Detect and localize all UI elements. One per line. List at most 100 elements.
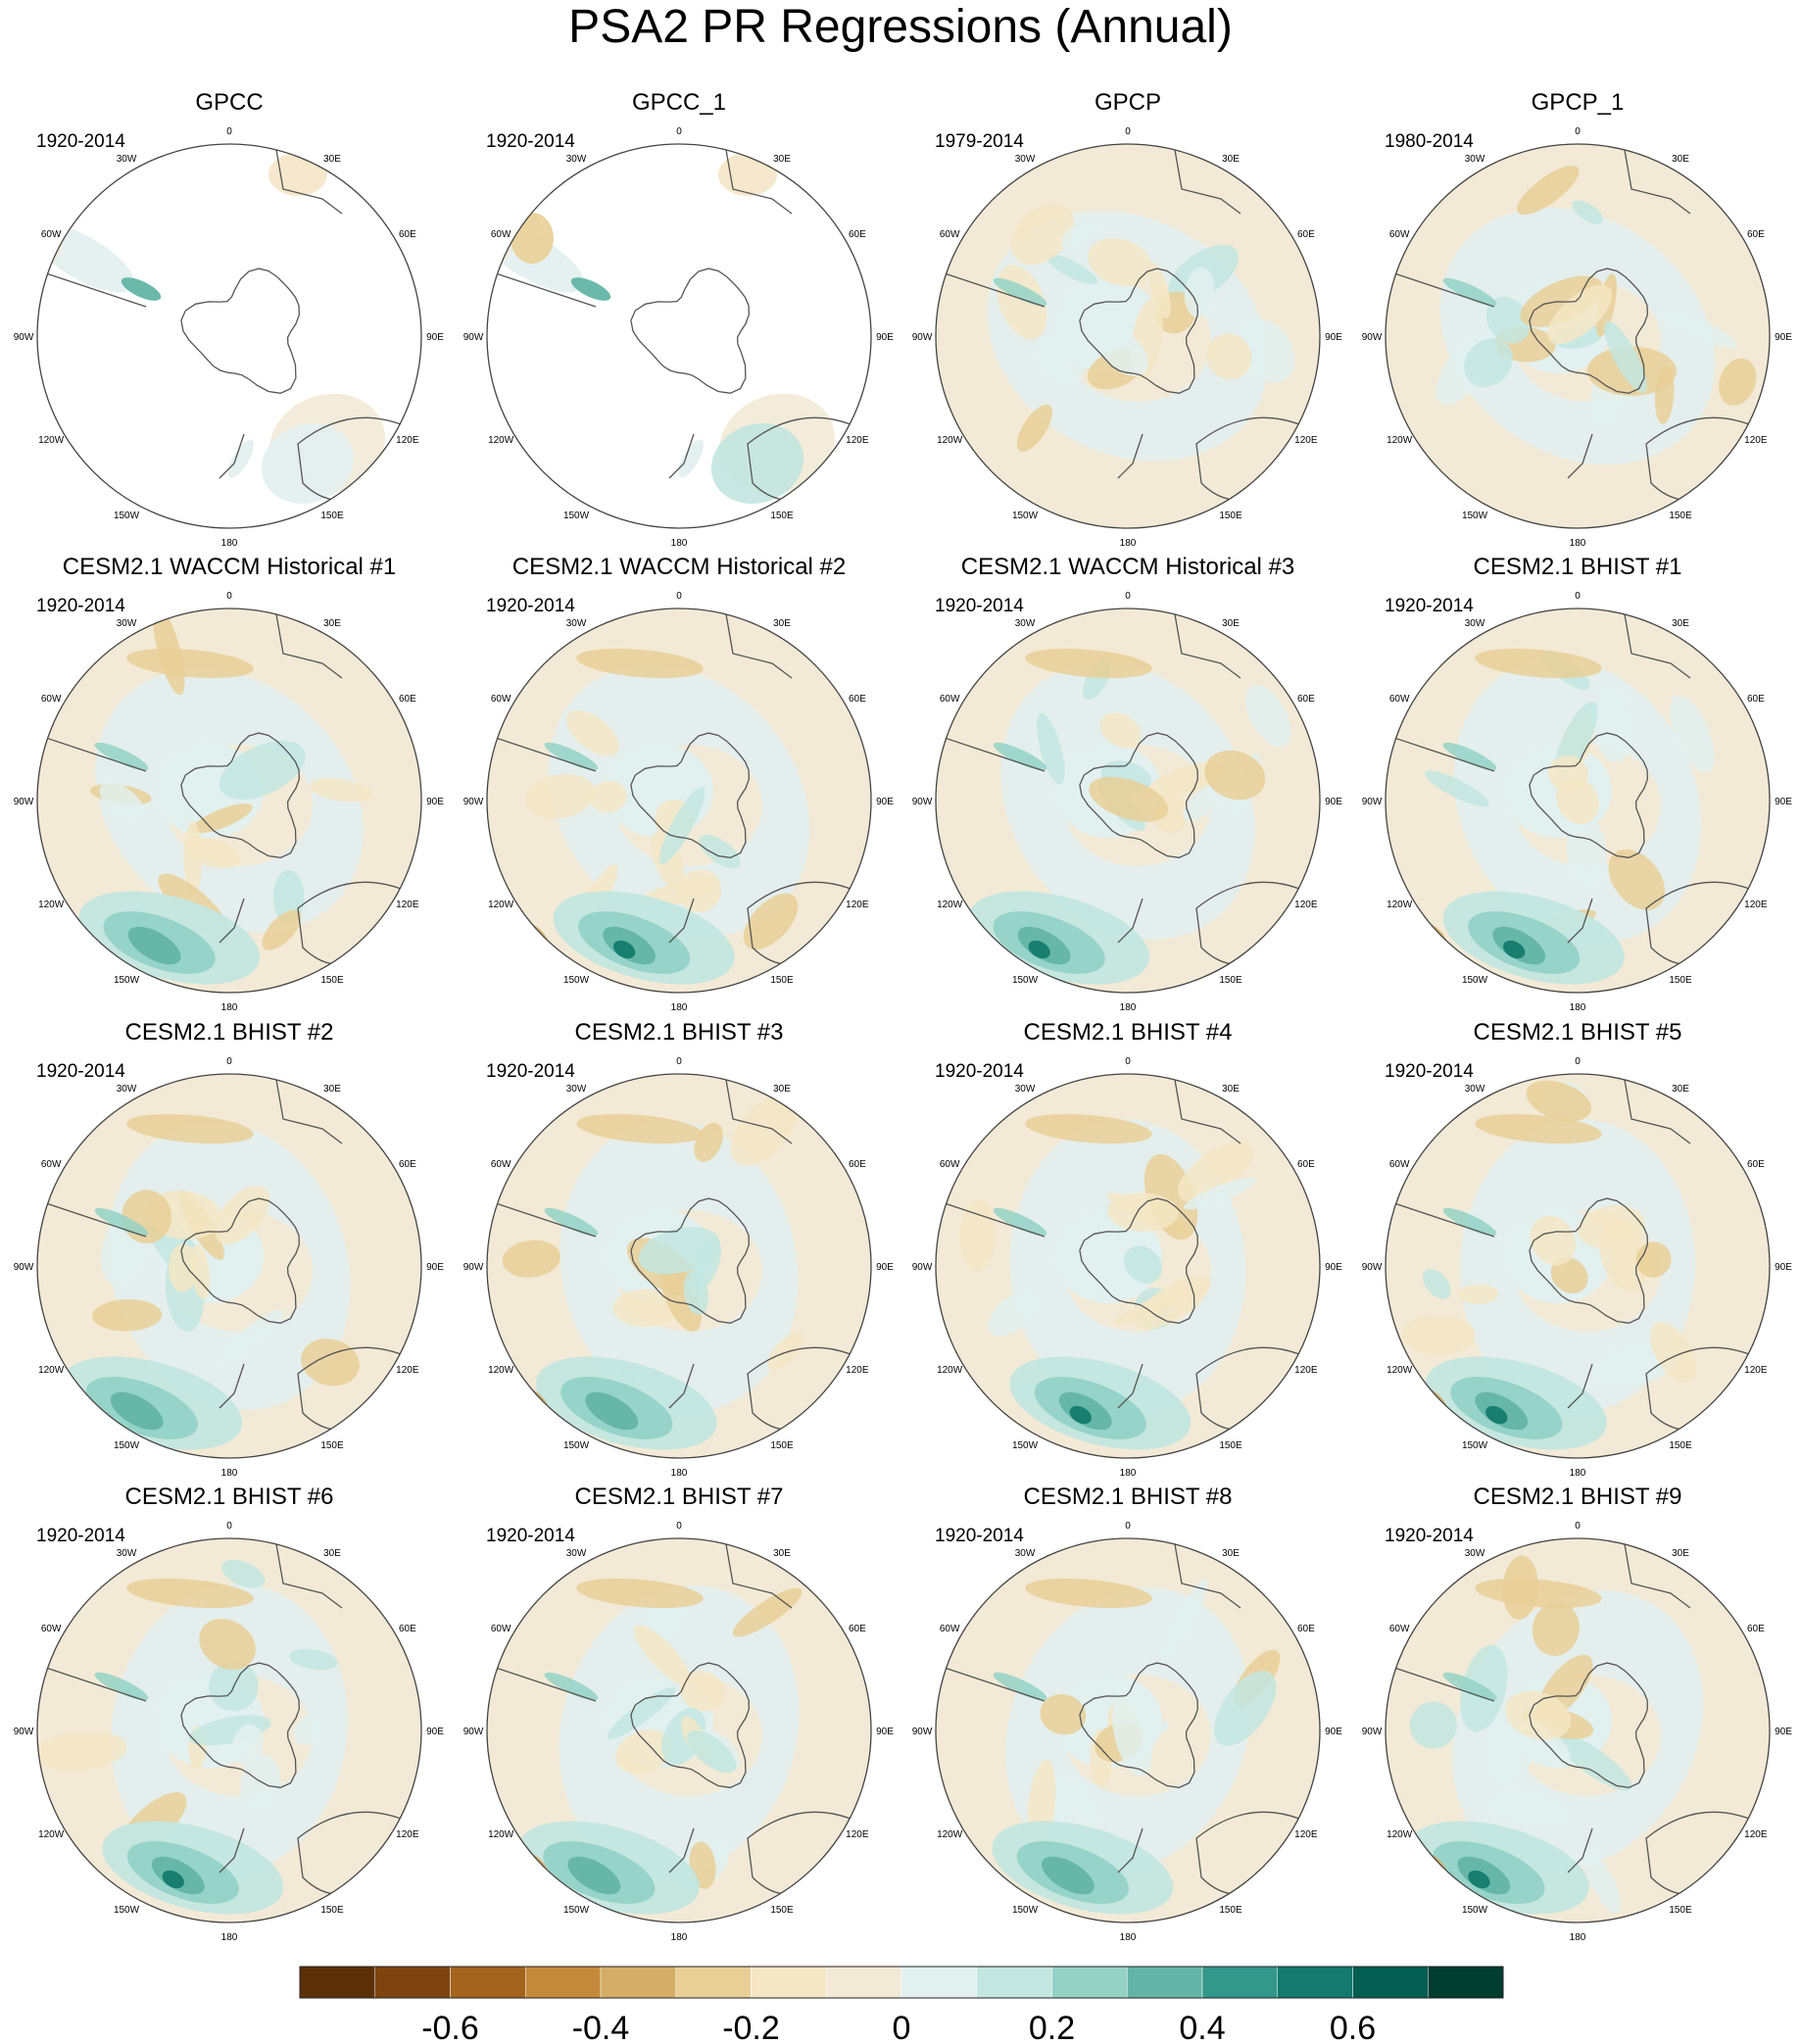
- panel-period: 1920-2014: [36, 1061, 125, 1082]
- shading-patch: [1424, 770, 1489, 807]
- shading-patch: [1028, 940, 1050, 959]
- shading-patch: [732, 1587, 803, 1637]
- lon-label: 30E: [773, 618, 791, 629]
- lon-label: 60W: [1389, 1624, 1410, 1634]
- shading-patch: [185, 838, 241, 869]
- africa-coastline: [1174, 1079, 1241, 1144]
- lon-label: 90W: [912, 332, 933, 343]
- shading-patch: [1485, 296, 1531, 344]
- south-america-coastline: [1390, 1666, 1495, 1702]
- shading-patch: [607, 1686, 676, 1739]
- lon-label: 180: [671, 1932, 688, 1943]
- colorbar-swatch: [1277, 1966, 1353, 1999]
- lon-label: 0: [1575, 126, 1581, 137]
- colorbar-swatch: [1352, 1966, 1429, 1999]
- shading-patch: [993, 742, 1047, 771]
- colorbar-frame: [299, 1966, 1504, 1999]
- antarctica-coastline: [630, 1197, 750, 1324]
- antarctica-coastline: [1529, 1662, 1648, 1788]
- field-layer: [936, 144, 1320, 528]
- new-zealand-coastline: [1567, 1363, 1593, 1409]
- panel-period: 1920-2014: [486, 131, 575, 152]
- africa-coastline: [1624, 1079, 1691, 1144]
- lon-label: 30W: [117, 154, 137, 165]
- colorbar-tick-label: -0.2: [722, 2010, 780, 2044]
- shading-patch: [289, 1648, 338, 1671]
- shading-patch: [988, 1290, 1043, 1337]
- lon-label: 60W: [491, 1159, 511, 1170]
- lon-label: 150E: [1669, 1440, 1692, 1451]
- shading-patch: [110, 1391, 164, 1431]
- lon-label: 60E: [1297, 1624, 1315, 1634]
- shading-patch: [1025, 648, 1152, 679]
- new-zealand-coastline: [668, 1363, 695, 1409]
- field-layer: [1386, 144, 1770, 528]
- map-frame: [1385, 1537, 1771, 1923]
- lon-label: 120E: [1294, 1829, 1318, 1840]
- lon-label: 30W: [1465, 1548, 1485, 1559]
- lon-label: 90E: [1775, 797, 1792, 807]
- panel-period: 1920-2014: [486, 1526, 575, 1546]
- shading-patch: [1442, 277, 1497, 307]
- lon-label: 90E: [1325, 1262, 1342, 1273]
- lon-label: 90W: [1362, 1262, 1383, 1273]
- shading-patch: [292, 1714, 326, 1745]
- shading-patch: [168, 1243, 198, 1292]
- lon-label: 90E: [1775, 1727, 1792, 1737]
- lon-label: 150E: [320, 1905, 344, 1916]
- lon-label: 120E: [1744, 1829, 1768, 1840]
- lon-label: 150W: [114, 511, 140, 521]
- shading-patch: [1555, 1732, 1632, 1791]
- lon-label: 120E: [1744, 435, 1768, 446]
- lon-label: 120W: [488, 900, 514, 910]
- field-layer: [936, 608, 1320, 993]
- lon-label: 180: [1570, 1002, 1586, 1013]
- map-frame: [486, 1073, 872, 1459]
- shading-patch: [1239, 318, 1295, 383]
- lon-label: 60E: [849, 1624, 866, 1634]
- shading-patch: [1485, 1405, 1508, 1425]
- south-america-coastline: [1390, 1201, 1495, 1238]
- south-america-coastline: [941, 1201, 1046, 1238]
- south-america-coastline: [941, 271, 1046, 308]
- map-panel: CESM2.1 WACCM Historical #1 1920-2014 0 30E…: [14, 554, 445, 1013]
- lon-label: 60E: [399, 694, 416, 705]
- lon-label: 150W: [563, 975, 590, 986]
- lon-label: 60W: [1389, 694, 1410, 705]
- lon-label: 0: [226, 591, 232, 602]
- lon-label: 120W: [937, 1829, 963, 1840]
- lon-label: 30E: [323, 1084, 341, 1095]
- lon-label: 60E: [399, 1159, 416, 1170]
- shading-patch: [1046, 254, 1098, 285]
- lon-label: 30E: [323, 1548, 341, 1559]
- lon-label: 60E: [1297, 1159, 1315, 1170]
- shading-patch: [544, 1207, 599, 1237]
- panel-grid: GPCC 1920-2014 0 30E 60E 90E 120E 150E 180 150W 12…: [14, 89, 1793, 1943]
- shading-patch: [1608, 849, 1666, 910]
- shading-patch: [1550, 1257, 1588, 1294]
- field-layer: [37, 1074, 421, 1458]
- lon-label: 180: [1570, 1468, 1586, 1479]
- new-zealand-coastline: [1117, 1827, 1144, 1874]
- lon-label: 60W: [491, 229, 511, 240]
- lon-label: 180: [1570, 538, 1586, 549]
- south-america-coastline: [492, 1666, 597, 1702]
- lon-label: 30E: [1222, 1084, 1240, 1095]
- lon-label: 180: [1120, 1002, 1137, 1013]
- lon-label: 30W: [1015, 1084, 1036, 1095]
- lon-label: 30W: [117, 1084, 137, 1095]
- colorbar-swatch: [976, 1966, 1052, 1999]
- lon-label: 30W: [1015, 154, 1036, 165]
- lon-label: 120E: [1294, 1365, 1318, 1376]
- shading-patch: [1532, 1601, 1580, 1656]
- lon-label: 150W: [563, 1905, 590, 1916]
- africa-coastline: [1624, 1543, 1691, 1609]
- shading-patch: [1458, 1284, 1499, 1304]
- shading-patch: [1409, 1701, 1457, 1749]
- panel-period: 1920-2014: [486, 1061, 575, 1082]
- lon-label: 60E: [1297, 694, 1315, 705]
- new-zealand-coastline: [668, 433, 695, 479]
- lon-label: 120W: [1387, 900, 1413, 910]
- lon-label: 60W: [491, 1624, 511, 1634]
- panel-title: CESM2.1 WACCM Historical #1: [63, 554, 397, 580]
